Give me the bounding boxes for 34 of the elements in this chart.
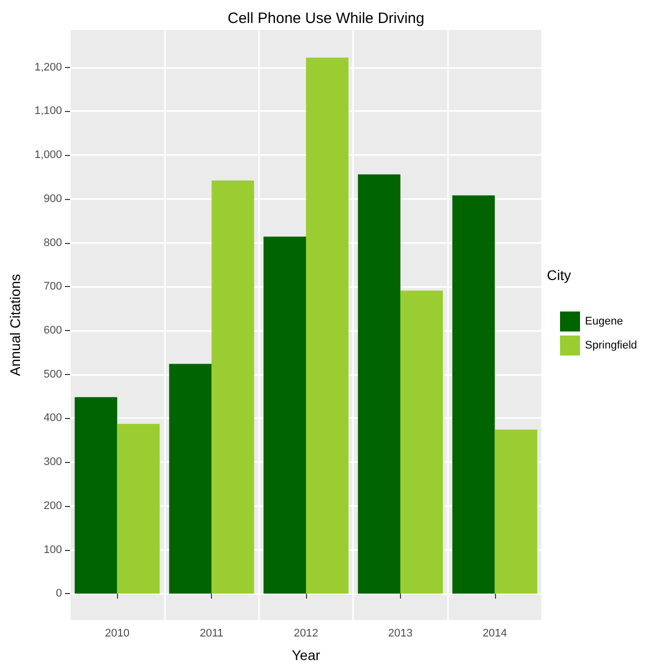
bar bbox=[169, 364, 212, 594]
x-tick-label: 2010 bbox=[104, 628, 130, 640]
bar bbox=[400, 290, 443, 594]
x-tick-label: 2014 bbox=[482, 628, 508, 640]
x-tick-label: 2011 bbox=[200, 628, 224, 640]
y-tick-label: 1,000 bbox=[34, 149, 62, 162]
y-tick-label: 200 bbox=[44, 500, 62, 512]
y-tick-label: 1,200 bbox=[34, 61, 62, 74]
bar bbox=[494, 430, 538, 594]
y-tick-label: 300 bbox=[44, 456, 62, 468]
legend-title: City bbox=[546, 267, 572, 283]
x-tick-label: 2013 bbox=[388, 628, 413, 640]
bar bbox=[306, 58, 348, 594]
y-axis-title: Annual Citations bbox=[7, 274, 23, 376]
x-tick-label: 2012 bbox=[294, 628, 318, 640]
bar bbox=[264, 236, 306, 594]
y-tick-label: 400 bbox=[44, 412, 62, 424]
y-tick-label: 600 bbox=[44, 324, 62, 336]
x-axis-title: Year bbox=[292, 647, 320, 663]
y-tick-label: 0 bbox=[56, 588, 62, 600]
y-tick-label: 700 bbox=[44, 280, 62, 293]
chart-title: Cell Phone Use While Driving bbox=[228, 10, 424, 27]
y-tick-label: 1,100 bbox=[34, 105, 62, 118]
y-tick-label: 900 bbox=[44, 192, 62, 205]
bar bbox=[358, 174, 400, 594]
y-tick-label: 500 bbox=[44, 368, 62, 380]
legend-label: Springfield bbox=[585, 340, 638, 352]
y-tick-label: 100 bbox=[44, 544, 62, 556]
legend-label: Eugene bbox=[585, 316, 623, 328]
bar bbox=[212, 180, 254, 594]
bar bbox=[117, 424, 160, 594]
y-tick-label: 800 bbox=[44, 236, 62, 249]
bar bbox=[74, 397, 118, 594]
bar bbox=[452, 195, 495, 594]
